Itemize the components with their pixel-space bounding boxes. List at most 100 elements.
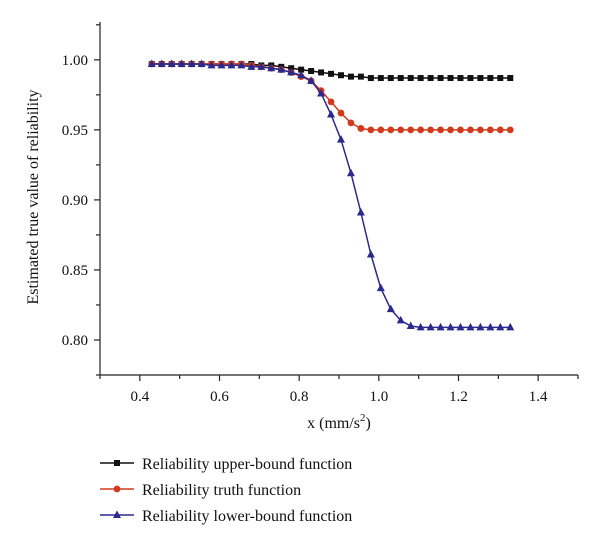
data-point xyxy=(347,73,354,80)
legend-label: Reliability truth function xyxy=(142,482,301,499)
data-point xyxy=(476,322,485,331)
data-point xyxy=(347,119,355,127)
x-axis-title-close: ) xyxy=(366,415,371,432)
data-point xyxy=(376,283,385,292)
x-tick-label: 0.6 xyxy=(210,389,229,405)
data-point xyxy=(467,126,474,134)
data-point xyxy=(357,125,365,132)
data-point xyxy=(217,60,226,69)
data-point xyxy=(426,322,435,331)
data-point xyxy=(417,126,425,134)
data-point xyxy=(337,109,345,117)
data-point xyxy=(397,75,404,82)
x-tick-label: 1.0 xyxy=(369,389,388,405)
data-point xyxy=(298,66,305,73)
legend-label: Reliability upper-bound function xyxy=(142,456,352,473)
data-point xyxy=(287,67,296,76)
data-point xyxy=(437,126,444,134)
data-point xyxy=(366,250,375,258)
data-point xyxy=(496,126,504,134)
data-point xyxy=(177,59,186,68)
data-point xyxy=(486,322,495,331)
legend-label: Reliability lower-bound function xyxy=(142,508,352,525)
data-point xyxy=(317,88,326,97)
x-tick-label: 0.8 xyxy=(290,389,309,405)
y-tick-label: 0.85 xyxy=(62,263,88,279)
data-point xyxy=(337,72,344,79)
data-point xyxy=(386,304,395,313)
data-point xyxy=(318,69,325,76)
data-point xyxy=(336,135,345,143)
data-point xyxy=(257,62,266,70)
data-point xyxy=(406,321,415,329)
data-point xyxy=(507,75,514,82)
legend-item: Reliability truth function xyxy=(100,482,301,499)
legend-marker xyxy=(113,485,121,493)
data-point xyxy=(446,322,455,331)
y-tick-label: 0.95 xyxy=(62,123,88,139)
data-point xyxy=(427,75,434,82)
data-point xyxy=(297,70,306,79)
data-point xyxy=(496,322,505,331)
data-point xyxy=(307,76,316,84)
data-point xyxy=(157,59,166,68)
data-point xyxy=(227,60,236,69)
data-point xyxy=(377,75,384,82)
data-point xyxy=(147,59,156,68)
data-point xyxy=(486,126,494,134)
y-tick-label: 1.00 xyxy=(62,53,88,69)
data-point xyxy=(466,322,475,331)
legend-marker xyxy=(113,510,121,518)
data-point xyxy=(407,126,415,134)
data-point xyxy=(377,126,385,134)
legend-marker xyxy=(114,460,120,466)
data-point xyxy=(356,208,365,216)
series-layer xyxy=(147,59,515,331)
data-point xyxy=(427,126,435,134)
data-point xyxy=(327,109,336,118)
axes: 0.80 0.85 0.90 0.95 1.00 0.4 0.6 0.8 1.0 1.2 1.4 xyxy=(62,22,579,405)
x-tick-label: 1.4 xyxy=(529,389,548,405)
legend-item: Reliability upper-bound function xyxy=(100,456,352,473)
data-point xyxy=(407,75,414,82)
x-axis-title-main: x (mm/s xyxy=(307,415,360,432)
data-point xyxy=(456,322,465,331)
data-point xyxy=(457,75,464,82)
legend: Reliability upper-bound function Reliabil… xyxy=(100,456,352,525)
data-point xyxy=(328,70,335,77)
data-point xyxy=(357,73,364,80)
data-point xyxy=(506,322,515,331)
data-point xyxy=(167,59,176,68)
y-axis-title: Estimated true value of reliability xyxy=(25,89,42,304)
data-point xyxy=(457,126,464,134)
data-point xyxy=(308,68,315,75)
data-point xyxy=(487,75,494,82)
legend-item: Reliability lower-bound function xyxy=(100,508,352,525)
data-point xyxy=(447,126,454,134)
data-point xyxy=(187,59,196,68)
data-point xyxy=(467,75,474,82)
data-point xyxy=(387,75,394,82)
x-tick-label: 1.2 xyxy=(449,389,468,405)
x-axis-title-superscript: 2 xyxy=(360,412,366,424)
data-point xyxy=(327,98,335,106)
data-point xyxy=(506,126,514,134)
x-axis-title: x (mm/s2) xyxy=(307,412,371,432)
data-point xyxy=(416,322,425,331)
series-triangle xyxy=(147,59,515,331)
data-point xyxy=(346,168,355,177)
data-point xyxy=(447,75,454,82)
data-point xyxy=(367,75,374,82)
x-tick-label: 0.4 xyxy=(130,389,149,405)
data-point xyxy=(367,126,375,134)
data-point xyxy=(417,75,424,82)
data-point xyxy=(477,75,484,82)
data-point xyxy=(437,75,444,82)
data-point xyxy=(267,63,276,72)
y-tick-label: 0.80 xyxy=(62,333,88,349)
data-point xyxy=(497,75,504,82)
data-point xyxy=(197,59,206,68)
data-point xyxy=(277,65,286,73)
data-point xyxy=(207,60,216,69)
